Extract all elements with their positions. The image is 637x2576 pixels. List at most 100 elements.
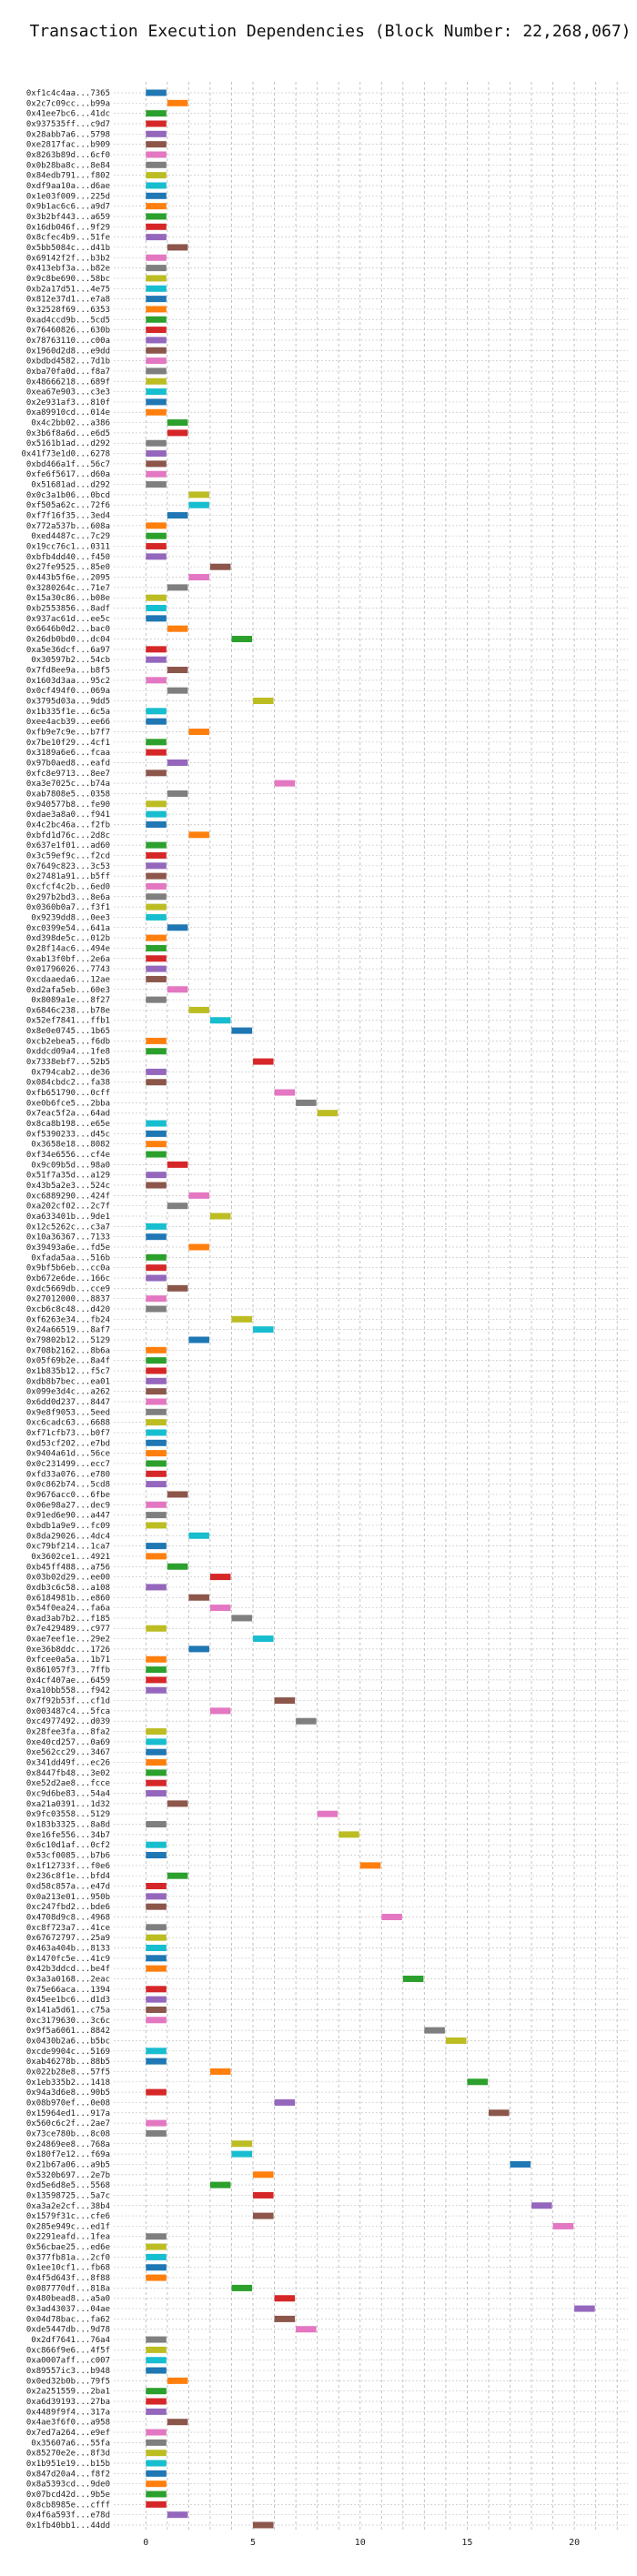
tx-hash-label: 0x76460826...630b	[26, 327, 110, 336]
transaction-bar	[146, 1182, 167, 1189]
tx-hash-label: 0x85270e2e...8f3d	[26, 2450, 110, 2459]
tx-hash-label: 0x41f73e1d0...6278	[21, 450, 110, 459]
tx-hash-label: 0x1579f31c...cfe6	[26, 2212, 110, 2221]
tx-hash-label: 0x1b835b12...f5c7	[26, 1367, 110, 1376]
transaction-bar	[574, 2305, 595, 2312]
transaction-bar	[146, 882, 167, 890]
transaction-bar	[146, 1821, 167, 1828]
transaction-bar	[274, 2295, 296, 2302]
tx-hash-label: 0xab46278b...88b5	[26, 2058, 110, 2067]
transaction-bar	[188, 728, 209, 735]
tx-hash-label: 0x480bead8...a5a0	[26, 2295, 110, 2304]
transaction-bar	[146, 470, 167, 478]
tx-hash-label: 0x03b02d29...ee00	[26, 1574, 110, 1583]
transaction-bar	[146, 1759, 167, 1766]
transaction-bar	[146, 408, 167, 416]
tx-hash-label: 0x1f12733f...f0e6	[26, 1862, 110, 1871]
tx-hash-label: 0xb2553856...8adf	[26, 605, 110, 614]
tx-hash-label: 0x8089a1e...8f27	[31, 996, 110, 1005]
tx-hash-label: 0xbfd1d76c...2d8c	[26, 831, 110, 840]
transaction-bar	[146, 1944, 167, 1951]
tx-hash-label: 0x73ce780b...8c08	[26, 2129, 110, 2138]
transaction-bar	[146, 2480, 167, 2488]
transaction-bar	[167, 2511, 188, 2519]
tx-hash-label: 0x7338ebf7...52b5	[26, 1058, 110, 1067]
tx-hash-label: 0x637e1f01...ad60	[26, 841, 110, 850]
transaction-bar	[146, 120, 167, 127]
transaction-bar	[146, 2336, 167, 2343]
tx-hash-label: 0x708b2162...8b6a	[26, 1346, 110, 1355]
transaction-bar	[209, 1017, 231, 1024]
tx-hash-label: 0xa21a0391...1d32	[26, 1800, 110, 1809]
transaction-bar	[424, 2027, 445, 2034]
tx-hash-label: 0x07bcd42d...9b5e	[26, 2490, 110, 2500]
transaction-bar	[188, 1594, 209, 1601]
tx-hash-label: 0x27012000...8837	[26, 1295, 110, 1304]
transaction-bar	[146, 398, 167, 406]
tx-hash-label: 0xba70fa0d...f8a7	[26, 367, 110, 377]
transaction-bar	[402, 1975, 424, 1982]
tx-hash-label: 0xb45ff488...a756	[26, 1563, 110, 1572]
transaction-bar	[188, 491, 209, 498]
tx-hash-label: 0x4f6a593f...e78d	[26, 2511, 110, 2521]
tx-hash-label: 0x772a537b...608a	[26, 522, 110, 531]
transaction-bar	[146, 1728, 167, 1736]
tx-hash-label: 0x12c5262c...c3a7	[26, 1223, 110, 1232]
tx-hash-label: 0xdb3c6c58...a108	[26, 1584, 110, 1593]
transaction-bar	[146, 2439, 167, 2446]
tx-hash-label: 0xdc5669db...cce9	[26, 1284, 110, 1293]
transaction-bar	[146, 955, 167, 962]
tx-hash-label: 0x6184981b...e860	[26, 1594, 110, 1603]
transaction-bar	[146, 1934, 167, 1941]
tx-hash-label: 0x0a213e01...950b	[26, 1893, 110, 1902]
tx-hash-label: 0x05f69b2e...8a4f	[26, 1357, 110, 1366]
tx-hash-label: 0x463a404b...8133	[26, 1944, 110, 1953]
transaction-bar	[146, 2233, 167, 2240]
transaction-bar	[146, 1305, 167, 1313]
tx-hash-label: 0xe16fe556...34b7	[26, 1831, 110, 1840]
transaction-bar	[146, 285, 167, 292]
tx-hash-label: 0x084cbdc2...fa38	[26, 1079, 110, 1088]
tx-hash-label: 0x9fc03558...5129	[26, 1810, 110, 1819]
tx-hash-label: 0xbdbd4582...7d1b	[26, 357, 110, 367]
transaction-bar	[381, 1914, 402, 1920]
tx-hash-label: 0x2e931af3...810f	[26, 398, 110, 408]
tx-hash-label: 0x4c2bb02...a386	[31, 419, 110, 428]
transaction-bar	[146, 481, 167, 488]
tx-hash-label: 0xf71cfb73...b0f7	[26, 1429, 110, 1438]
tx-hash-label: 0xa0007aff...c007	[26, 2357, 110, 2366]
transaction-bar	[188, 1336, 209, 1343]
transaction-bar	[146, 1955, 167, 1962]
x-axis-ticks: 0 5 10 15 20	[143, 2538, 580, 2548]
transaction-bar	[209, 1707, 231, 1715]
tx-hash-label: 0x847d20a4...f8f2	[26, 2470, 110, 2479]
transaction-bar	[231, 1615, 253, 1622]
transaction-bar	[274, 1089, 296, 1096]
tx-hash-label: 0x5320b697...2e7b	[26, 2171, 110, 2180]
tx-hash-label: 0xd53cf202...e7bd	[26, 1439, 110, 1448]
tx-hash-label: 0x2291eafd...1fea	[26, 2233, 110, 2242]
transaction-bar	[146, 275, 167, 282]
tx-hash-label: 0x7e429489...c977	[26, 1625, 110, 1634]
tx-hash-label: 0xd2afa5eb...60e3	[26, 986, 110, 995]
transaction-bar	[274, 1697, 296, 1705]
transaction-bar	[146, 1429, 167, 1436]
tx-hash-label: 0x9f5a6061...8842	[26, 2027, 110, 2036]
tx-hash-label: 0xa202cf02...2c7f	[26, 1202, 110, 1212]
tx-hash-label: 0x560c6c2f...2ae7	[26, 2119, 110, 2128]
transaction-bar	[231, 2140, 253, 2148]
tx-hash-label: 0x04d78bac...fa62	[26, 2315, 110, 2324]
transaction-bar	[146, 1079, 167, 1086]
transaction-bar	[146, 2367, 167, 2374]
transaction-bar	[146, 357, 167, 365]
tx-hash-label: 0x3280264c...71e7	[26, 584, 110, 593]
transaction-bar	[146, 1048, 167, 1055]
transaction-bar	[146, 1893, 167, 1900]
transaction-bar	[146, 192, 167, 199]
tx-hash-label: 0xbd466a1f...56c7	[26, 460, 110, 469]
tx-hash-label: 0x0c862b74...5cd8	[26, 1481, 110, 1490]
tx-hash-label: 0x16db046f...9f29	[26, 223, 110, 232]
tx-hash-label: 0x940577b8...fe90	[26, 800, 110, 810]
transaction-bar	[146, 1481, 167, 1488]
tx-hash-label: 0x0360b0a7...f3f1	[26, 903, 110, 912]
